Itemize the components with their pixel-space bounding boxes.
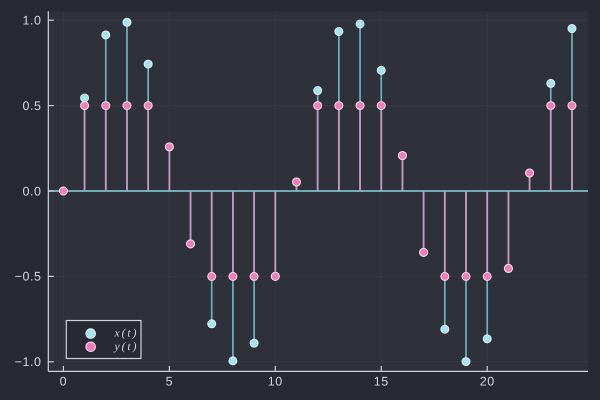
svg-text:15: 15 xyxy=(374,375,389,389)
svg-text:10: 10 xyxy=(268,375,283,389)
svg-text:−1.0: −1.0 xyxy=(15,355,42,369)
svg-text:0.0: 0.0 xyxy=(22,184,41,198)
svg-text:1.0: 1.0 xyxy=(22,14,41,28)
svg-text:5: 5 xyxy=(166,375,174,389)
svg-text:y(t): y(t) xyxy=(114,341,139,353)
svg-text:0.5: 0.5 xyxy=(22,99,41,113)
svg-text:−0.5: −0.5 xyxy=(15,270,42,284)
svg-text:0: 0 xyxy=(60,375,68,389)
svg-text:20: 20 xyxy=(480,375,495,389)
svg-text:x(t): x(t) xyxy=(114,327,139,339)
